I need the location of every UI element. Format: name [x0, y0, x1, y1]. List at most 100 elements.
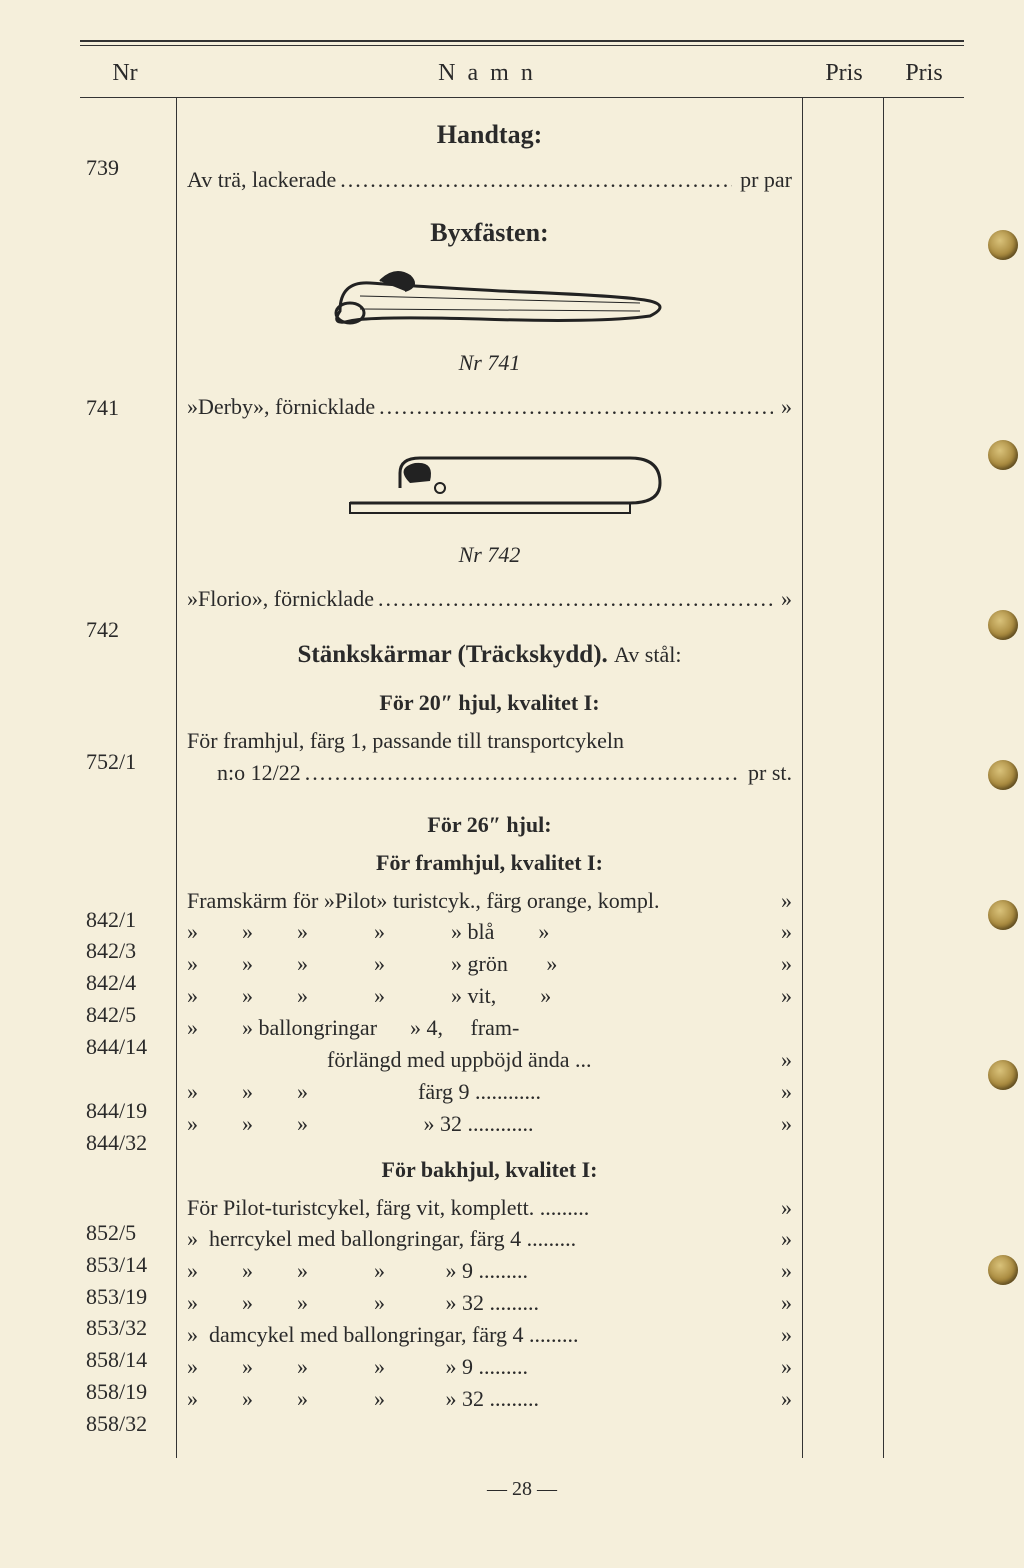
binder-hole — [988, 230, 1018, 260]
unit-739: pr par — [732, 164, 792, 196]
top-rule — [80, 40, 964, 46]
entry-842-3: » » » » » blå » » — [187, 916, 792, 948]
desc-842-1: Framskärm för »Pilot» turistcyk., färg o… — [187, 885, 660, 917]
entry-752-1: För framhjul, färg 1, passande till tran… — [187, 725, 792, 789]
nr-844-19: 844/19 — [86, 1095, 176, 1127]
desc-844-32: » » » » 32 ............ — [187, 1108, 534, 1140]
desc-852-5: För Pilot-turistcykel, färg vit, komplet… — [187, 1192, 589, 1224]
header-nr: Nr — [80, 60, 170, 87]
clip-742-illustration — [300, 433, 680, 533]
nr-852-5: 852/5 — [86, 1217, 176, 1249]
desc-752-1b: n:o 12/22 — [187, 757, 301, 789]
nr-column: 739 741 742 752/1 842/1 842/3 842/4 842/… — [80, 98, 177, 1458]
binder-hole — [988, 440, 1018, 470]
entry-844-32: » » » » 32 ............ » — [187, 1108, 792, 1140]
nr-739: 739 — [86, 152, 176, 184]
unit-752-1: pr st. — [740, 757, 792, 789]
unit-741: » — [773, 391, 792, 423]
header-pris1: Pris — [804, 60, 884, 87]
entry-853-14: » herrcykel med ballongringar, färg 4 ..… — [187, 1223, 792, 1255]
pris1-column — [803, 98, 884, 1458]
namn-column: Handtag: Av trä, lackerade pr par Byxfäs… — [177, 98, 803, 1458]
binder-hole — [988, 610, 1018, 640]
nr-858-32: 858/32 — [86, 1408, 176, 1440]
unit-844-14: » — [773, 1044, 792, 1076]
entry-852-5: För Pilot-turistcykel, färg vit, komplet… — [187, 1192, 792, 1224]
stankskarm-sub: Av stål: — [614, 642, 681, 667]
desc-752-1a: För framhjul, färg 1, passande till tran… — [187, 725, 792, 757]
dots — [374, 583, 773, 615]
nr-842-3: 842/3 — [86, 935, 176, 967]
entry-742: »Florio», förnicklade » — [187, 583, 792, 615]
for26b-heading: För framhjul, kvalitet I: — [187, 847, 792, 879]
desc-844-14a: » » ballongringar » 4, fram- — [187, 1012, 792, 1044]
nr-752-1: 752/1 — [86, 746, 176, 778]
unit-853-19: » — [773, 1255, 792, 1287]
entry-842-4: » » » » » grön » » — [187, 948, 792, 980]
handtag-heading: Handtag: — [187, 116, 792, 154]
nr-853-32: 853/32 — [86, 1312, 176, 1344]
for20-heading: För 20″ hjul, kvalitet I: — [187, 687, 792, 719]
entry-842-1: Framskärm för »Pilot» turistcyk., färg o… — [187, 885, 792, 917]
desc-742: »Florio», förnicklade — [187, 583, 374, 615]
nr-742: 742 — [86, 614, 176, 646]
unit-853-32: » — [773, 1287, 792, 1319]
nr-853-14: 853/14 — [86, 1249, 176, 1281]
table-body: 739 741 742 752/1 842/1 842/3 842/4 842/… — [80, 98, 964, 1458]
nr-858-19: 858/19 — [86, 1376, 176, 1408]
desc-853-19: » » » » » 9 ......... — [187, 1255, 528, 1287]
nr-844-32: 844/32 — [86, 1127, 176, 1159]
desc-858-32: » » » » » 32 ......... — [187, 1383, 539, 1415]
entry-858-32: » » » » » 32 ......... » — [187, 1383, 792, 1415]
nr-844-14: 844/14 — [86, 1031, 176, 1063]
unit-858-19: » — [773, 1351, 792, 1383]
entry-842-5: » » » » » vit, » » — [187, 980, 792, 1012]
stankskarm-main: Stänkskärmar (Träckskydd). — [298, 641, 608, 668]
byxfasten-heading: Byxfästen: — [187, 214, 792, 252]
unit-842-1: » — [773, 885, 792, 917]
desc-741: »Derby», förnicklade — [187, 391, 375, 423]
binder-hole — [988, 1060, 1018, 1090]
unit-742: » — [773, 583, 792, 615]
stankskarm-heading: Stänkskärmar (Träckskydd). Av stål: — [187, 637, 792, 673]
nr-842-5: 842/5 — [86, 999, 176, 1031]
desc-844-14b: förlängd med uppböjd ända ... — [187, 1044, 592, 1076]
desc-842-3: » » » » » blå » — [187, 916, 549, 948]
binder-hole — [988, 900, 1018, 930]
entry-844-19: » » » färg 9 ............ » — [187, 1076, 792, 1108]
entry-858-19: » » » » » 9 ......... » — [187, 1351, 792, 1383]
table-header: Nr N a m n Pris Pris — [80, 52, 964, 98]
nr-842-1: 842/1 — [86, 904, 176, 936]
nr-858-14: 858/14 — [86, 1344, 176, 1376]
unit-844-19: » — [773, 1076, 792, 1108]
bakhjul-heading: För bakhjul, kvalitet I: — [187, 1154, 792, 1186]
entry-853-19: » » » » » 9 ......... » — [187, 1255, 792, 1287]
for26a-heading: För 26″ hjul: — [187, 809, 792, 841]
dots — [336, 164, 732, 196]
unit-842-3: » — [773, 916, 792, 948]
nr-853-19: 853/19 — [86, 1281, 176, 1313]
binder-hole — [988, 1255, 1018, 1285]
nr-842-4: 842/4 — [86, 967, 176, 999]
pris2-column — [884, 98, 964, 1458]
fig-741-caption: Nr 741 — [187, 347, 792, 379]
unit-844-32: » — [773, 1108, 792, 1140]
unit-853-14: » — [773, 1223, 792, 1255]
entry-853-32: » » » » » 32 ......... » — [187, 1287, 792, 1319]
entry-858-14: » damcykel med ballongringar, färg 4 ...… — [187, 1319, 792, 1351]
unit-842-5: » — [773, 980, 792, 1012]
catalog-page: Nr N a m n Pris Pris 739 741 742 752/1 8… — [0, 0, 1024, 1531]
entry-741: »Derby», förnicklade » — [187, 391, 792, 423]
unit-842-4: » — [773, 948, 792, 980]
desc-844-19: » » » färg 9 ............ — [187, 1076, 541, 1108]
unit-852-5: » — [773, 1192, 792, 1224]
desc-858-14: » damcykel med ballongringar, färg 4 ...… — [187, 1319, 579, 1351]
entry-739: Av trä, lackerade pr par — [187, 164, 792, 196]
fig-742-caption: Nr 742 — [187, 539, 792, 571]
unit-858-14: » — [773, 1319, 792, 1351]
entry-844-14: » » ballongringar » 4, fram- förlängd me… — [187, 1012, 792, 1076]
header-pris2: Pris — [884, 60, 964, 87]
desc-842-5: » » » » » vit, » — [187, 980, 551, 1012]
nr-741: 741 — [86, 392, 176, 424]
page-number: — 28 — — [80, 1478, 964, 1501]
